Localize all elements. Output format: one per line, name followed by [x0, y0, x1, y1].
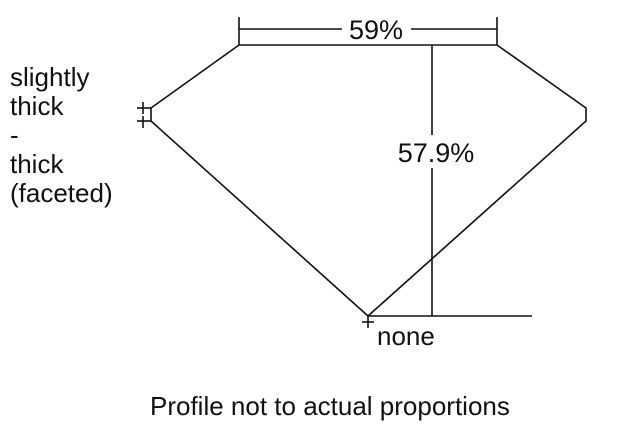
- girdle-label-line: -: [10, 120, 19, 150]
- girdle-label-line: thick: [10, 149, 64, 179]
- girdle-label-line: (faceted): [10, 178, 113, 208]
- girdle-label-line: thick: [10, 91, 64, 121]
- table-percent-label: 59%: [349, 15, 403, 45]
- girdle-label-line: slightly: [10, 62, 90, 92]
- culet-label: none: [377, 321, 435, 351]
- girdle-label: slightly thick - thick (faceted): [10, 63, 113, 208]
- caption: Profile not to actual proportions: [150, 391, 510, 421]
- gem-outline: [150, 44, 587, 318]
- depth-percent-label: 57.9%: [398, 138, 475, 168]
